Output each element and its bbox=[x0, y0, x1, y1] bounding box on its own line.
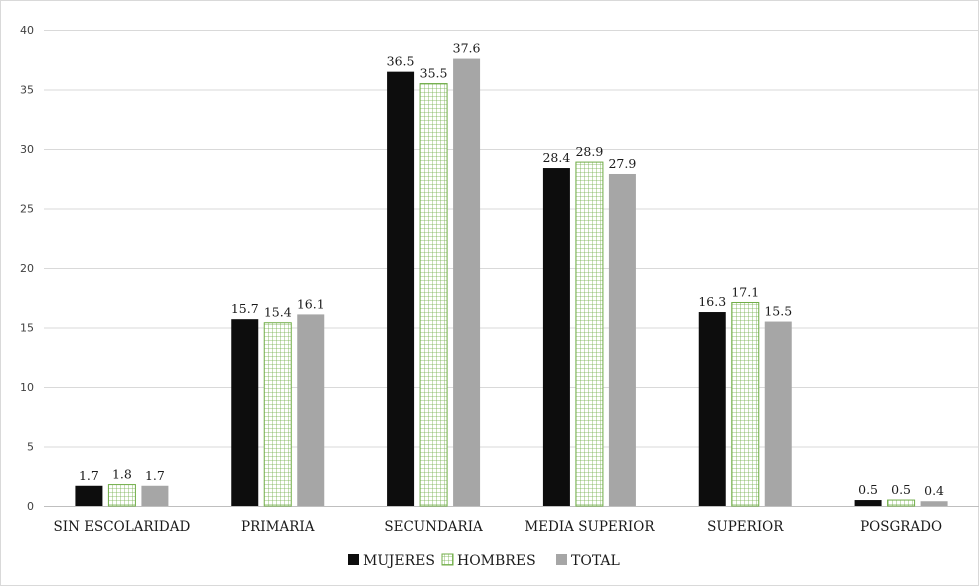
x-axis: SIN ESCOLARIDAD PRIMARIA SECUNDARIA MEDIA S… bbox=[54, 519, 943, 535]
legend-swatch-mujeres bbox=[348, 554, 359, 565]
bar-total-posgrado bbox=[920, 501, 948, 506]
data-label-hombres-superior: 17.1 bbox=[731, 285, 759, 300]
y-tick-label-15: 15 bbox=[20, 322, 34, 335]
data-label-hombres-posgrado: 0.5 bbox=[891, 482, 911, 497]
bar-total-superior bbox=[764, 321, 792, 506]
legend-swatch-total bbox=[556, 554, 567, 565]
bar-mujeres-primaria bbox=[231, 319, 259, 506]
data-label-hombres-secundaria: 35.5 bbox=[420, 66, 448, 81]
bars bbox=[75, 58, 948, 507]
legend: MUJERES HOMBRES TOTAL bbox=[348, 553, 620, 569]
data-label-mujeres-secundaria: 36.5 bbox=[387, 54, 415, 69]
bar-mujeres-posgrado bbox=[854, 500, 882, 506]
bar-total-primaria bbox=[297, 314, 325, 506]
x-tick-label-superior: SUPERIOR bbox=[707, 519, 784, 535]
data-label-mujeres-media-superior: 28.4 bbox=[542, 150, 570, 165]
data-label-hombres-sin-escolaridad: 1.8 bbox=[112, 467, 132, 482]
x-tick-label-primaria: PRIMARIA bbox=[241, 519, 315, 535]
y-tick-label-25: 25 bbox=[20, 203, 34, 216]
data-label-total-primaria: 16.1 bbox=[297, 296, 325, 311]
data-label-total-secundaria: 37.6 bbox=[453, 41, 481, 56]
data-label-mujeres-sin-escolaridad: 1.7 bbox=[79, 468, 99, 483]
bar-hombres-media-superior bbox=[575, 161, 604, 507]
x-tick-label-secundaria: SECUNDARIA bbox=[384, 519, 483, 535]
legend-swatch-hombres bbox=[441, 553, 454, 566]
x-tick-label-posgrado: POSGRADO bbox=[860, 519, 942, 535]
data-label-mujeres-primaria: 15.7 bbox=[231, 301, 259, 316]
data-label-total-sin-escolaridad: 1.7 bbox=[145, 468, 165, 483]
gridlines bbox=[44, 30, 979, 507]
legend-label-total: TOTAL bbox=[571, 553, 620, 569]
bar-mujeres-superior bbox=[698, 312, 726, 506]
bar-hombres-posgrado bbox=[887, 499, 916, 507]
bar-hombres-secundaria bbox=[419, 83, 448, 507]
bar-total-media-superior bbox=[608, 173, 636, 507]
data-label-total-media-superior: 27.9 bbox=[608, 156, 636, 171]
bar-mujeres-media-superior bbox=[542, 168, 570, 507]
bar-mujeres-secundaria bbox=[387, 71, 415, 507]
legend-label-hombres: HOMBRES bbox=[457, 553, 536, 569]
bar-hombres-superior bbox=[731, 302, 760, 507]
y-tick-label-30: 30 bbox=[20, 143, 34, 156]
legend-label-mujeres: MUJERES bbox=[363, 553, 435, 569]
y-tick-label-20: 20 bbox=[20, 262, 34, 275]
data-label-hombres-media-superior: 28.9 bbox=[575, 144, 603, 159]
y-tick-label-0: 0 bbox=[27, 500, 34, 513]
bar-hombres-primaria bbox=[263, 322, 292, 507]
bar-total-secundaria bbox=[453, 58, 481, 507]
x-tick-label-media-superior: MEDIA SUPERIOR bbox=[524, 519, 655, 535]
data-label-total-posgrado: 0.4 bbox=[924, 483, 944, 498]
bar-mujeres-sin-escolaridad bbox=[75, 485, 103, 506]
data-label-mujeres-superior: 16.3 bbox=[698, 294, 726, 309]
y-tick-label-10: 10 bbox=[20, 381, 34, 394]
bar-total-sin-escolaridad bbox=[141, 485, 169, 506]
bar-hombres-sin-escolaridad bbox=[107, 484, 136, 507]
y-tick-label-40: 40 bbox=[20, 24, 34, 37]
data-label-mujeres-posgrado: 0.5 bbox=[858, 482, 878, 497]
x-tick-label-sin-escolaridad: SIN ESCOLARIDAD bbox=[54, 519, 191, 535]
y-tick-label-5: 5 bbox=[27, 441, 34, 454]
y-axis: 0 5 10 15 20 25 30 35 40 bbox=[20, 24, 34, 513]
data-label-total-superior: 15.5 bbox=[764, 304, 792, 319]
data-labels: 1.7 1.8 1.7 15.7 15.4 16.1 36.5 35.5 37.6 28.4 28.… bbox=[79, 41, 944, 499]
y-tick-label-35: 35 bbox=[20, 84, 34, 97]
data-label-hombres-primaria: 15.4 bbox=[264, 305, 292, 320]
